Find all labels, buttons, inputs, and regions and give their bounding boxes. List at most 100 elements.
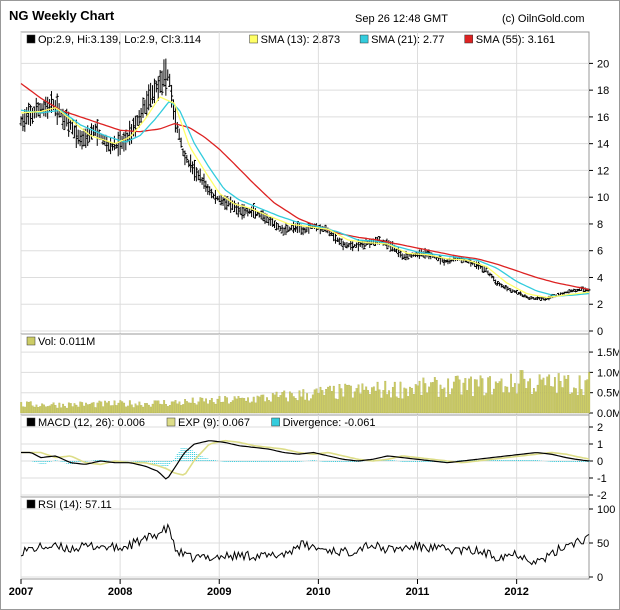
volume-bar: [350, 385, 352, 414]
volume-bar: [205, 398, 207, 414]
volume-bar: [271, 393, 274, 414]
volume-bar: [355, 388, 358, 414]
volume-bar: [395, 396, 398, 414]
volume-bar: [104, 400, 106, 414]
volume-bar: [445, 397, 448, 414]
volume-bar: [24, 406, 26, 414]
volume-bar: [161, 404, 164, 414]
volume-bar: [472, 396, 474, 414]
volume-bar: [588, 372, 591, 414]
x-tick-label-2008: 2008: [108, 586, 132, 598]
volume-bar: [403, 387, 406, 414]
volume-bar: [83, 405, 85, 414]
volume-bar: [138, 401, 141, 414]
y-tick-label-vol: 1.5M: [597, 347, 620, 359]
volume-bar: [369, 394, 371, 414]
volume-bar: [241, 397, 244, 414]
price-bars: [19, 58, 591, 302]
volume-bar: [228, 403, 230, 414]
y-tick-label-price: 2: [597, 299, 603, 311]
volume-bar: [287, 401, 289, 414]
volume-bar: [77, 406, 80, 414]
volume-bar: [134, 403, 137, 414]
volume-bar: [336, 399, 339, 414]
volume-bar: [300, 396, 303, 414]
volume-bar: [508, 392, 511, 414]
volume-bar: [382, 390, 385, 414]
volume-bar: [302, 389, 305, 414]
volume-bar: [460, 394, 463, 414]
volume-bar: [580, 389, 583, 414]
volume-bar: [378, 389, 381, 414]
legend-label-macd-1: EXP (9): 0.067: [178, 417, 250, 429]
volume-bar: [371, 387, 373, 414]
volume-bar: [492, 388, 495, 414]
volume-bar: [517, 383, 520, 414]
volume-bar: [361, 383, 364, 414]
volume-bar: [27, 401, 30, 414]
volume-bar: [151, 403, 154, 414]
volume-bar: [22, 406, 25, 414]
panel-frame-price: [20, 31, 590, 335]
volume-bar: [245, 400, 248, 414]
volume-bar: [269, 401, 272, 414]
y-tick-label-price: 16: [597, 112, 609, 124]
legend-label-vol-0: Vol: 0.011M: [38, 336, 95, 348]
volume-bar: [149, 406, 152, 414]
y-tick-label-macd: -2: [597, 490, 607, 502]
volume-bar: [220, 402, 223, 414]
y-tick-label-price: 10: [597, 192, 609, 204]
volume-bar: [146, 403, 148, 414]
volume-bar: [414, 384, 417, 414]
volume-bar: [195, 404, 198, 414]
volume-bar: [292, 396, 295, 414]
y-tick-label-macd: -1: [597, 473, 607, 485]
volume-bar: [397, 397, 400, 414]
volume-bar: [391, 387, 394, 414]
y-tick-label-rsi: 100: [597, 504, 615, 516]
volume-bar: [569, 393, 572, 414]
volume-bar: [290, 393, 293, 414]
volume-bar: [321, 390, 324, 414]
volume-bar: [79, 401, 82, 414]
volume-bar: [52, 402, 55, 414]
volume-bar: [468, 378, 471, 414]
volume-bar: [31, 405, 34, 414]
volume-bar: [477, 386, 480, 414]
y-tick-label-price: 0: [597, 326, 603, 338]
volume-bar: [43, 404, 45, 414]
volume-bar: [264, 401, 267, 414]
volume-bar: [353, 391, 356, 414]
volume-bar: [405, 388, 408, 414]
timestamp: Sep 26 12:48 GMT: [355, 13, 448, 25]
volume-bar: [140, 405, 143, 414]
legend-swatch-price-3: [464, 34, 473, 44]
volume-bar: [46, 406, 49, 414]
volume-bar: [386, 394, 389, 414]
volume-bar: [454, 376, 457, 414]
volume-bar: [544, 385, 547, 414]
legend-swatch-vol-0: [26, 336, 36, 346]
volume-bar: [212, 402, 215, 414]
panel-frame-rsi: [20, 496, 590, 580]
volume-bars: [20, 370, 591, 414]
volume-bar: [388, 390, 390, 414]
volume-bar: [123, 402, 126, 414]
y-tick-label-price: 8: [597, 219, 603, 231]
volume-bar: [81, 402, 84, 414]
volume-bar: [447, 378, 450, 414]
volume-bar: [249, 402, 251, 414]
volume-bar: [525, 388, 528, 414]
volume-bar: [273, 394, 276, 414]
volume-bar: [437, 396, 440, 414]
macd-line: [21, 440, 590, 480]
volume-bar: [420, 394, 423, 414]
volume-bar: [56, 407, 59, 414]
volume-bar: [557, 373, 560, 414]
volume-bar: [41, 403, 44, 414]
volume-bar: [409, 386, 411, 414]
x-tick-label-2011: 2011: [406, 586, 430, 598]
volume-bar: [546, 376, 549, 414]
volume-bar: [582, 395, 585, 414]
